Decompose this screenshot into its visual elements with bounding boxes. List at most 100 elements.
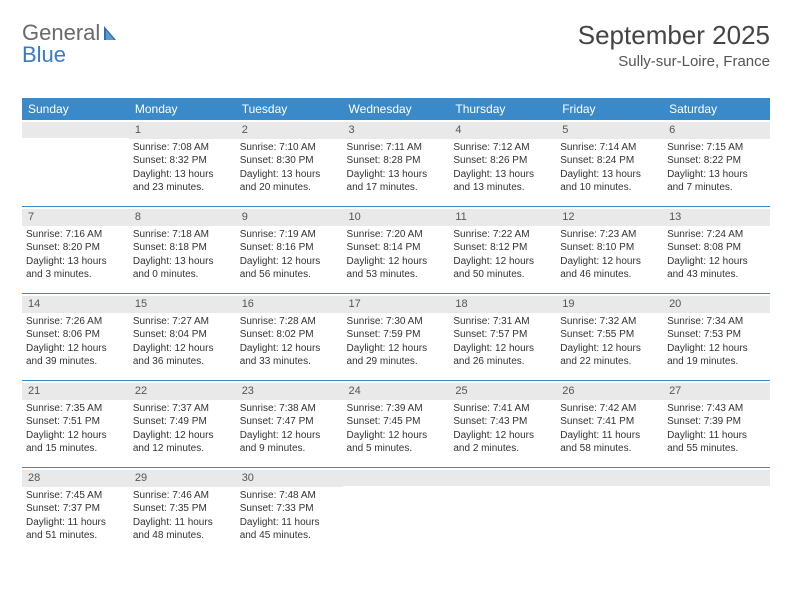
day-number: 23 [236,383,343,400]
calendar-cell: 22 Sunrise: 7:37 AMSunset: 7:49 PMDayligh… [129,381,236,468]
calendar-cell: 11Sunrise: 7:22 AMSunset: 8:12 PMDayligh… [449,207,556,294]
calendar-cell: 2Sunrise: 7:10 AMSunset: 8:30 PMDaylight… [236,120,343,207]
day-number: 8 [129,209,236,226]
day-number: 24 [343,383,450,400]
sunset-text: Sunset: 8:14 PM [347,241,446,255]
daylight-text: Daylight: 13 hours and 20 minutes. [240,168,339,195]
day-number: 16 [236,296,343,313]
daylight-text: Daylight: 13 hours and 10 minutes. [560,168,659,195]
calendar-cell: 28Sunrise: 7:45 AMSunset: 7:37 PMDayligh… [22,468,129,555]
sunset-text: Sunset: 7:55 PM [560,328,659,342]
day-number: 17 [343,296,450,313]
calendar-cell: 19 Sunrise: 7:32 AMSunset: 7:55 PMDayligh… [556,294,663,381]
sunset-text: Sunset: 7:51 PM [26,415,125,429]
day-details: Sunrise: 7:31 AMSunset: 7:57 PMDaylight:… [453,315,552,369]
sunrise-text: Sunrise: 7:38 AM [240,402,339,416]
weekday-header: Friday [556,98,663,120]
calendar-header: Sunday Monday Tuesday Wednesday Thursday… [22,98,770,120]
daylight-text: Daylight: 11 hours and 48 minutes. [133,516,232,543]
calendar-cell: 18Sunrise: 7:31 AMSunset: 7:57 PMDayligh… [449,294,556,381]
daylight-text: Daylight: 11 hours and 55 minutes. [667,429,766,456]
sunset-text: Sunset: 8:16 PM [240,241,339,255]
day-details: Sunrise: 7:20 AMSunset: 8:14 PMDaylight:… [347,228,446,282]
day-details: Sunrise: 7:34 AMSunset: 7:53 PMDaylight:… [667,315,766,369]
daylight-text: Daylight: 12 hours and 36 minutes. [133,342,232,369]
daylight-text: Daylight: 13 hours and 23 minutes. [133,168,232,195]
calendar-cell: 7Sunrise: 7:16 AMSunset: 8:20 PMDaylight… [22,207,129,294]
day-details: Sunrise: 7:38 AMSunset: 7:47 PMDaylight:… [240,402,339,456]
day-details: Sunrise: 7:42 AMSunset: 7:41 PMDaylight:… [560,402,659,456]
sunset-text: Sunset: 8:24 PM [560,154,659,168]
day-details: Sunrise: 7:15 AMSunset: 8:22 PMDaylight:… [667,141,766,195]
sunrise-text: Sunrise: 7:20 AM [347,228,446,242]
day-details: Sunrise: 7:26 AMSunset: 8:06 PMDaylight:… [26,315,125,369]
day-number: 27 [663,383,770,400]
daylight-text: Daylight: 13 hours and 3 minutes. [26,255,125,282]
sunset-text: Sunset: 8:04 PM [133,328,232,342]
calendar-cell: 1Sunrise: 7:08 AMSunset: 8:32 PMDaylight… [129,120,236,207]
sunset-text: Sunset: 8:18 PM [133,241,232,255]
day-number: 20 [663,296,770,313]
day-number: 28 [22,470,129,487]
day-number [663,470,770,486]
daylight-text: Daylight: 12 hours and 12 minutes. [133,429,232,456]
day-number [22,122,129,138]
brand-sail-icon [100,20,122,46]
sunrise-text: Sunrise: 7:48 AM [240,489,339,503]
sunrise-text: Sunrise: 7:16 AM [26,228,125,242]
day-number: 1 [129,122,236,139]
calendar-row: 7Sunrise: 7:16 AMSunset: 8:20 PMDaylight… [22,207,770,294]
weekday-header: Wednesday [343,98,450,120]
daylight-text: Daylight: 12 hours and 56 minutes. [240,255,339,282]
day-details: Sunrise: 7:30 AMSunset: 7:59 PMDaylight:… [347,315,446,369]
calendar-cell: 24 Sunrise: 7:39 AMSunset: 7:45 PMDayligh… [343,381,450,468]
title-block: September 2025 Sully-sur-Loire, France [578,20,770,70]
calendar-cell: 20 Sunrise: 7:34 AMSunset: 7:53 PMDayligh… [663,294,770,381]
day-number: 15 [129,296,236,313]
daylight-text: Daylight: 13 hours and 13 minutes. [453,168,552,195]
sunrise-text: Sunrise: 7:10 AM [240,141,339,155]
sunset-text: Sunset: 7:39 PM [667,415,766,429]
day-number: 10 [343,209,450,226]
sunrise-text: Sunrise: 7:35 AM [26,402,125,416]
sunrise-text: Sunrise: 7:23 AM [560,228,659,242]
sunset-text: Sunset: 8:02 PM [240,328,339,342]
calendar-cell: 8Sunrise: 7:18 AMSunset: 8:18 PMDaylight… [129,207,236,294]
day-details: Sunrise: 7:32 AMSunset: 7:55 PMDaylight:… [560,315,659,369]
daylight-text: Daylight: 12 hours and 5 minutes. [347,429,446,456]
calendar-table: Sunday Monday Tuesday Wednesday Thursday… [22,98,770,554]
sunset-text: Sunset: 8:22 PM [667,154,766,168]
day-details: Sunrise: 7:43 AMSunset: 7:39 PMDaylight:… [667,402,766,456]
daylight-text: Daylight: 12 hours and 2 minutes. [453,429,552,456]
day-details: Sunrise: 7:11 AMSunset: 8:28 PMDaylight:… [347,141,446,195]
daylight-text: Daylight: 12 hours and 26 minutes. [453,342,552,369]
day-number: 21 [22,383,129,400]
sunrise-text: Sunrise: 7:43 AM [667,402,766,416]
day-details: Sunrise: 7:39 AMSunset: 7:45 PMDaylight:… [347,402,446,456]
calendar-cell: 3Sunrise: 7:11 AMSunset: 8:28 PMDaylight… [343,120,450,207]
sunrise-text: Sunrise: 7:39 AM [347,402,446,416]
day-details: Sunrise: 7:35 AMSunset: 7:51 PMDaylight:… [26,402,125,456]
day-number: 25 [449,383,556,400]
sunset-text: Sunset: 7:57 PM [453,328,552,342]
day-number: 4 [449,122,556,139]
calendar-cell: 30Sunrise: 7:48 AMSunset: 7:33 PMDayligh… [236,468,343,555]
day-details: Sunrise: 7:16 AMSunset: 8:20 PMDaylight:… [26,228,125,282]
calendar-page: General September 2025 Sully-sur-Loire, … [0,0,792,564]
weekday-header: Tuesday [236,98,343,120]
sunset-text: Sunset: 7:47 PM [240,415,339,429]
sunrise-text: Sunrise: 7:08 AM [133,141,232,155]
sunset-text: Sunset: 7:37 PM [26,502,125,516]
day-number: 22 [129,383,236,400]
day-details: Sunrise: 7:28 AMSunset: 8:02 PMDaylight:… [240,315,339,369]
daylight-text: Daylight: 12 hours and 15 minutes. [26,429,125,456]
day-details: Sunrise: 7:37 AMSunset: 7:49 PMDaylight:… [133,402,232,456]
sunrise-text: Sunrise: 7:27 AM [133,315,232,329]
day-number: 19 [556,296,663,313]
sunset-text: Sunset: 8:30 PM [240,154,339,168]
calendar-cell [449,468,556,555]
location-label: Sully-sur-Loire, France [578,53,770,70]
calendar-cell: 4Sunrise: 7:12 AMSunset: 8:26 PMDaylight… [449,120,556,207]
daylight-text: Daylight: 12 hours and 19 minutes. [667,342,766,369]
header-row: General September 2025 Sully-sur-Loire, … [22,20,770,70]
